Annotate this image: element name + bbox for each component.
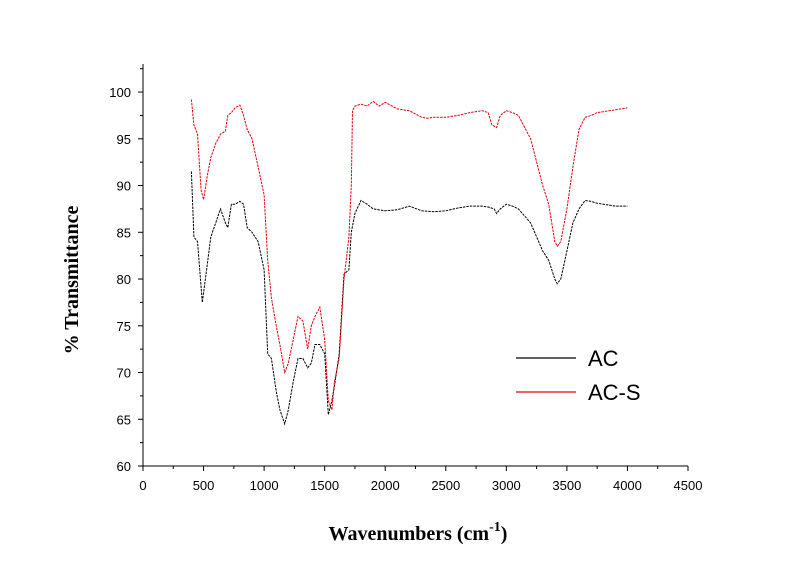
legend-label: AC [588,346,619,371]
x-tick-label: 1000 [250,478,279,493]
x-tick-label: 4000 [613,478,642,493]
y-tick-label: 65 [117,412,131,427]
y-axis-ticks: 60 65 70 75 80 85 90 95 100 [109,68,143,474]
y-axis-title: % Transmittance [61,206,83,355]
x-tick-label: 1500 [310,478,339,493]
y-tick-label: 95 [117,132,131,147]
y-tick-label: 70 [117,366,131,381]
x-tick-label: 2000 [371,478,400,493]
y-tick-label: 60 [117,459,131,474]
legend: AC AC-S [516,346,641,405]
x-tick-label: 4500 [674,478,703,493]
y-tick-label: 80 [117,272,131,287]
x-tick-label: 500 [193,478,215,493]
x-axis-ticks: 0 500 1000 1500 2000 2500 3000 3500 4000 4500 [139,466,702,493]
y-tick-label: 85 [117,225,131,240]
x-tick-label: 3000 [492,478,521,493]
x-tick-label: 3500 [552,478,581,493]
y-tick-label: 90 [117,179,131,194]
series-layer [190,99,628,426]
series-line-ac [190,171,628,426]
axes [142,64,688,467]
x-axis-title: Wavenumbers (cm-1) [329,520,508,545]
y-tick-label: 100 [109,85,131,100]
legend-label: AC-S [588,380,641,405]
series-line-ac-s [190,99,628,411]
y-tick-label: 75 [117,319,131,334]
x-tick-label: 0 [139,478,146,493]
x-tick-label: 2500 [431,478,460,493]
